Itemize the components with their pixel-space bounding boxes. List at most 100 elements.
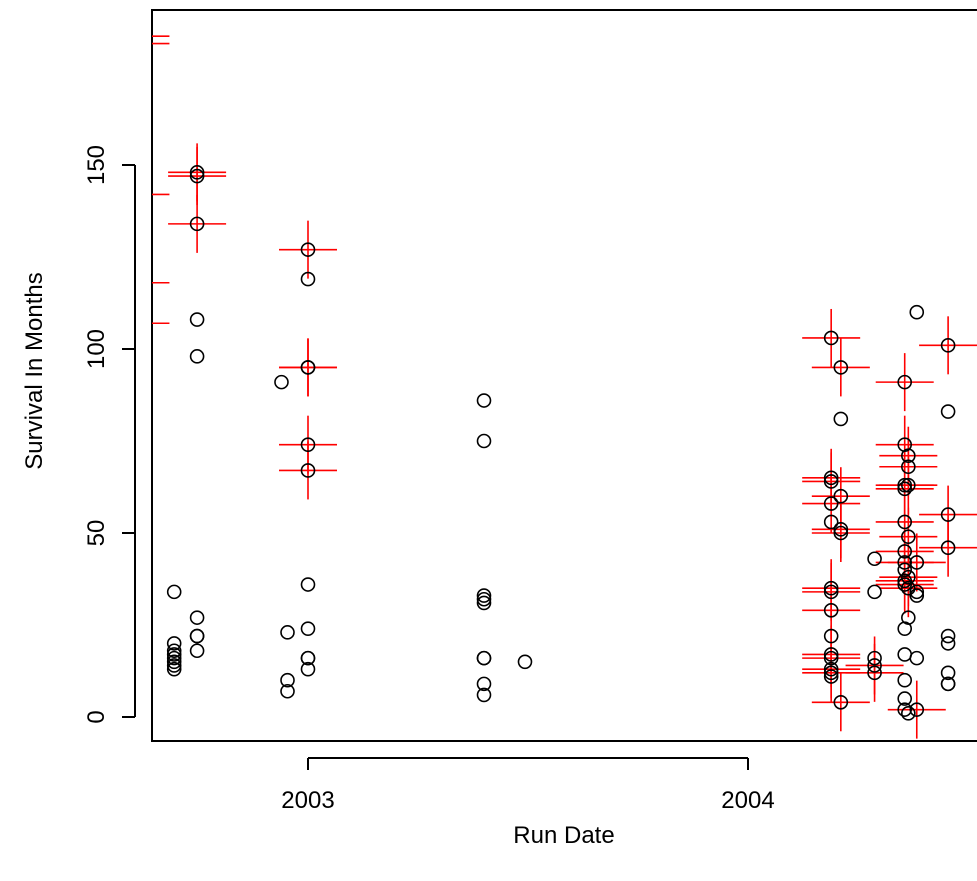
data-point [897, 477, 913, 493]
data-point [823, 669, 839, 684]
data-point [909, 584, 925, 600]
data-point [476, 591, 492, 607]
data-point [189, 165, 205, 180]
data-point [300, 650, 316, 666]
data-point [823, 474, 839, 489]
data-point [909, 702, 925, 717]
cross-marker [802, 308, 861, 367]
plot-frame [151, 9, 977, 742]
cross-marker [875, 353, 934, 412]
data-point [189, 216, 205, 232]
data-point [476, 595, 492, 611]
x-tick-label: 2003 [281, 787, 334, 814]
data-point [833, 411, 849, 427]
data-point [823, 647, 839, 662]
cross-marker [887, 533, 946, 592]
data-point [940, 507, 956, 522]
data-point [897, 562, 913, 578]
cross-marker [168, 194, 227, 253]
data-point [901, 477, 916, 493]
data-point [823, 470, 839, 486]
data-point [901, 580, 916, 596]
x-tick-label: 2004 [721, 787, 774, 814]
circle-markers [166, 165, 956, 721]
data-point [867, 650, 882, 666]
data-point [189, 312, 205, 327]
data-point [189, 643, 205, 659]
data-point [867, 665, 882, 681]
data-point [300, 661, 316, 677]
data-point [300, 437, 316, 452]
data-point [940, 665, 956, 681]
data-point [189, 168, 205, 184]
cross-marker [845, 643, 904, 702]
data-point [897, 702, 913, 717]
data-point [897, 481, 913, 497]
plot-area [152, 35, 977, 739]
data-point [823, 665, 839, 681]
data-point [823, 580, 839, 596]
data-point [897, 555, 913, 570]
data-point [909, 650, 925, 666]
data-point [823, 602, 839, 618]
cross-marker [152, 281, 170, 284]
data-point [823, 514, 839, 530]
data-point [909, 555, 925, 570]
cross-marker [279, 441, 337, 500]
data-point [867, 584, 882, 600]
data-point [823, 330, 839, 346]
data-point [940, 676, 956, 692]
axes: 0 50 100 150 2003 2004 [83, 145, 775, 814]
data-point [897, 672, 913, 688]
cross-marker [879, 559, 938, 618]
data-point [833, 525, 849, 541]
data-point [940, 540, 956, 556]
cross-marker [279, 338, 337, 397]
cross-marker [919, 518, 977, 577]
data-point [823, 584, 839, 600]
data-point [897, 577, 913, 592]
cross-markers [152, 35, 977, 739]
data-point [909, 588, 925, 603]
data-point [823, 496, 839, 511]
data-point [867, 551, 882, 567]
cross-marker [152, 193, 170, 196]
data-point [476, 687, 492, 703]
data-point [823, 650, 839, 666]
data-point [476, 393, 492, 408]
data-point [940, 628, 956, 644]
data-point [476, 650, 492, 666]
data-point [940, 338, 956, 353]
data-point [166, 654, 182, 670]
data-point [901, 448, 916, 464]
data-point [901, 569, 916, 585]
cross-marker [152, 42, 170, 45]
data-point [833, 522, 849, 537]
data-point [901, 610, 916, 625]
data-point [909, 304, 925, 320]
data-point [897, 374, 913, 390]
cross-marker [811, 504, 870, 562]
data-point [280, 625, 295, 640]
data-point [867, 658, 882, 673]
cross-marker [811, 338, 870, 397]
data-point [300, 242, 316, 257]
data-point [166, 647, 182, 662]
data-point [300, 271, 316, 287]
data-point [897, 544, 913, 559]
data-point [823, 628, 839, 644]
y-axis-label: Survival In Months [21, 272, 48, 469]
data-point [300, 577, 316, 592]
cross-marker [879, 456, 938, 515]
data-point [833, 488, 849, 504]
data-point [274, 374, 289, 390]
data-point [940, 636, 956, 651]
data-point [280, 672, 295, 688]
data-point [166, 636, 182, 651]
data-point [189, 628, 205, 644]
data-point [280, 683, 295, 699]
data-point [901, 706, 916, 721]
data-point [300, 360, 316, 375]
data-point [166, 584, 182, 600]
